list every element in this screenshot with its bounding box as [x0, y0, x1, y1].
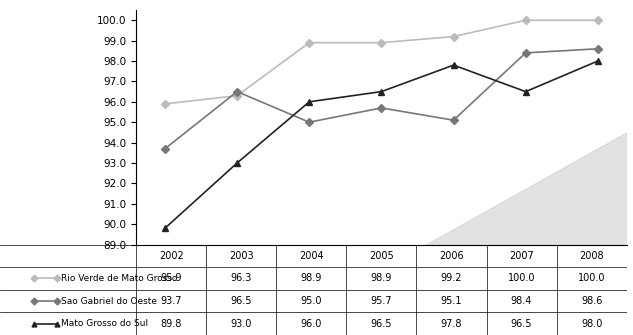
Text: Rio Verde de Mato Grosso: Rio Verde de Mato Grosso: [61, 274, 178, 283]
Text: 2002: 2002: [159, 251, 184, 261]
Text: 96.5: 96.5: [511, 319, 532, 329]
Text: 98.9: 98.9: [301, 273, 322, 283]
Text: 97.8: 97.8: [441, 319, 462, 329]
Text: 2007: 2007: [509, 251, 534, 261]
Text: 2003: 2003: [229, 251, 254, 261]
Text: 2005: 2005: [369, 251, 394, 261]
Text: 93.0: 93.0: [230, 319, 252, 329]
Text: 96.5: 96.5: [371, 319, 392, 329]
Text: 98.6: 98.6: [581, 296, 603, 306]
Text: 96.3: 96.3: [230, 273, 252, 283]
Text: 95.0: 95.0: [301, 296, 322, 306]
Text: 100.0: 100.0: [508, 273, 536, 283]
Text: 100.0: 100.0: [578, 273, 605, 283]
Text: 2008: 2008: [579, 251, 604, 261]
Polygon shape: [425, 132, 627, 245]
Text: Mato Grosso do Sul: Mato Grosso do Sul: [61, 319, 148, 328]
Text: 96.5: 96.5: [230, 296, 252, 306]
Text: 99.2: 99.2: [441, 273, 462, 283]
Text: 95.9: 95.9: [160, 273, 182, 283]
Text: 95.1: 95.1: [441, 296, 462, 306]
Text: 98.4: 98.4: [511, 296, 532, 306]
Text: 2004: 2004: [299, 251, 323, 261]
Text: 2006: 2006: [439, 251, 464, 261]
Text: 89.8: 89.8: [160, 319, 182, 329]
Text: 93.7: 93.7: [160, 296, 182, 306]
Text: 95.7: 95.7: [370, 296, 392, 306]
Text: 96.0: 96.0: [301, 319, 322, 329]
Text: 98.0: 98.0: [581, 319, 603, 329]
Text: 98.9: 98.9: [371, 273, 392, 283]
Text: Sao Gabriel do Oeste: Sao Gabriel do Oeste: [61, 296, 157, 306]
